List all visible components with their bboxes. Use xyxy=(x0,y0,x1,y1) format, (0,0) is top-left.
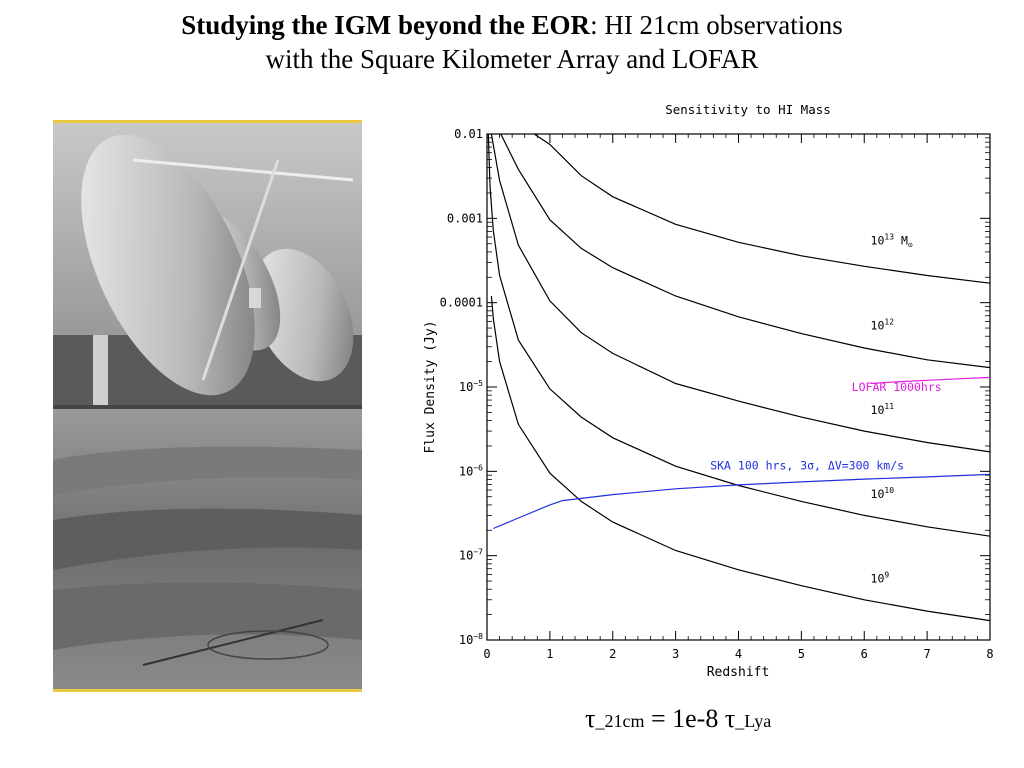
y-tick-label: 10−7 xyxy=(459,548,483,563)
y-tick-label: 10−8 xyxy=(459,632,483,647)
optical-depth-formula: τ_21cm = 1e-8 τ_Lya xyxy=(585,704,771,734)
mass-curve xyxy=(487,133,991,537)
x-axis-label: Redshift xyxy=(707,665,770,680)
mass-curve-label: 1011 xyxy=(871,402,895,417)
ska-curve-label: SKA 100 hrs, 3σ, ΔV=300 km/s xyxy=(710,459,904,473)
mass-curve xyxy=(490,133,991,453)
x-tick-label: 4 xyxy=(735,647,742,661)
radio-telescope-illustration xyxy=(53,120,362,692)
tau-subscript-21cm: _21cm xyxy=(595,711,645,731)
mass-curve xyxy=(533,133,991,284)
y-tick-label: 0.0001 xyxy=(440,296,483,310)
mass-curve xyxy=(490,295,991,622)
x-tick-label: 2 xyxy=(609,647,616,661)
y-tick-label: 10−5 xyxy=(459,379,483,394)
series-labels: 1013 M⊙ 1012 1011 1010 109 LOFAR 1000hrs SKA 1… xyxy=(710,232,941,585)
x-tick-label: 5 xyxy=(798,647,805,661)
formula-middle: = 1e-8 xyxy=(644,704,725,733)
chart-series xyxy=(487,133,991,622)
radio-telescope-photo xyxy=(53,120,362,692)
lofar-curve xyxy=(870,376,991,385)
sensitivity-chart-svg: Sensitivity to HI Mass 0 1 2 3 4 5 6 7 8 0.01 0.00… xyxy=(423,102,994,680)
x-tick-label: 6 xyxy=(861,647,868,661)
x-tick-label: 0 xyxy=(483,647,490,661)
y-tick-label: 10−6 xyxy=(459,463,483,478)
title-rest: : HI 21cm observations xyxy=(590,10,843,40)
x-tick-label: 8 xyxy=(986,647,993,661)
mass-curve-label: 1013 M⊙ xyxy=(871,232,913,249)
mass-curve xyxy=(500,133,991,369)
x-tick-label: 7 xyxy=(924,647,931,661)
x-tick-label: 1 xyxy=(546,647,553,661)
lofar-curve-label: LOFAR 1000hrs xyxy=(852,380,942,394)
sensitivity-chart: Sensitivity to HI Mass 0 1 2 3 4 5 6 7 8 0.01 0.00… xyxy=(412,96,1012,686)
mass-curve-label: 109 xyxy=(871,571,890,586)
mass-curve-label: 1010 xyxy=(871,486,895,501)
axis-tick-labels: 0 1 2 3 4 5 6 7 8 0.01 0.001 0.0001 10−5 10−6 10−7 10−8 xyxy=(440,127,994,661)
axis-ticks xyxy=(486,133,991,641)
tau-symbol-2: τ xyxy=(724,704,736,733)
title-line-1: Studying the IGM beyond the EOR: HI 21cm… xyxy=(0,8,1024,42)
title-bold: Studying the IGM beyond the EOR xyxy=(181,10,591,40)
slide-title: Studying the IGM beyond the EOR: HI 21cm… xyxy=(0,8,1024,76)
ska-curve xyxy=(493,473,991,530)
tau-subscript-lya: _Lya xyxy=(735,711,772,731)
title-line-2: with the Square Kilometer Array and LOFA… xyxy=(265,44,759,74)
x-tick-label: 3 xyxy=(672,647,679,661)
tau-symbol: τ xyxy=(585,704,596,733)
y-tick-label: 0.01 xyxy=(454,127,483,141)
mass-curve-label: 1012 xyxy=(871,318,895,333)
y-axis-label: Flux Density (Jy) xyxy=(423,320,438,453)
chart-title: Sensitivity to HI Mass xyxy=(665,102,831,117)
y-tick-label: 0.001 xyxy=(447,211,483,225)
